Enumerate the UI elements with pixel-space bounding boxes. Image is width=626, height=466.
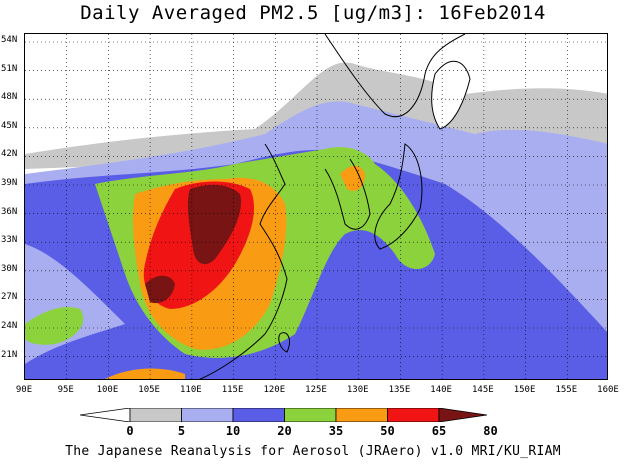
colorbar-segment bbox=[181, 408, 234, 422]
darkred-zone bbox=[187, 184, 241, 265]
longitude-label: 105E bbox=[138, 385, 160, 395]
colorbar-tick-label: 0 bbox=[126, 424, 134, 438]
latitude-label: 21N bbox=[1, 349, 18, 360]
longitude-label: 160E bbox=[597, 385, 619, 395]
longitude-label: 155E bbox=[555, 385, 578, 395]
colorbar-segment bbox=[335, 408, 388, 422]
colorbar-segment bbox=[387, 408, 440, 422]
orange-zone-south bbox=[105, 368, 185, 379]
colorbar-segment bbox=[129, 408, 182, 422]
colorbar-segment bbox=[284, 408, 337, 422]
map-title: Daily Averaged PM2.5 [ug/m3]: 16Feb2014 bbox=[80, 2, 546, 24]
coastline-taiwan bbox=[278, 332, 290, 353]
latitude-label: 54N bbox=[1, 35, 18, 45]
coastline-hokkaido bbox=[431, 61, 471, 130]
coastline-china bbox=[198, 143, 288, 379]
map-canvas bbox=[25, 34, 607, 379]
colorbar-arrow-low bbox=[80, 408, 131, 422]
longitude-label: 120E bbox=[263, 385, 286, 395]
latitude-label: 24N bbox=[1, 321, 18, 331]
longitude-label: 100E bbox=[96, 385, 119, 395]
latitude-label: 39N bbox=[1, 178, 18, 188]
latitude-label: 45N bbox=[1, 120, 18, 131]
longitude-label: 130E bbox=[346, 385, 369, 395]
colorbar-tick-label: 80 bbox=[483, 424, 498, 438]
green-zone-west bbox=[25, 307, 84, 345]
latitude-label: 30N bbox=[1, 263, 18, 274]
colorbar-tick-label: 35 bbox=[328, 424, 344, 438]
gray-zone bbox=[25, 62, 607, 263]
longitude-label: 125E bbox=[305, 385, 327, 395]
longitude-label: 140E bbox=[430, 385, 452, 395]
colorbar-tick-label: 10 bbox=[225, 424, 241, 438]
latitude-label: 27N bbox=[1, 292, 18, 303]
colorbar bbox=[80, 408, 488, 422]
coastline-russia bbox=[324, 34, 466, 117]
longitude-label: 115E bbox=[221, 385, 244, 395]
colorbar-tick-label: 50 bbox=[380, 424, 395, 438]
darkred-zone-2 bbox=[145, 275, 175, 304]
latitude-label: 48N bbox=[1, 92, 18, 103]
longitude-label: 135E bbox=[388, 385, 411, 395]
longitude-label: 145E bbox=[472, 385, 494, 395]
longitude-label: 90E bbox=[15, 385, 33, 395]
orange-zone-korea bbox=[340, 165, 365, 191]
grid-lines bbox=[25, 34, 607, 379]
longitude-label: 110E bbox=[180, 385, 202, 395]
latitude-label: 36N bbox=[1, 206, 18, 217]
colorbar-tick-label: 5 bbox=[177, 424, 186, 438]
longitude-label: 95E bbox=[57, 385, 74, 395]
colorbar-tick-label: 20 bbox=[277, 424, 292, 438]
latitude-label: 42N bbox=[1, 149, 18, 160]
credit-line: The Japanese Reanalysis for Aerosol (JRA… bbox=[65, 444, 561, 459]
latitude-label: 51N bbox=[1, 63, 18, 74]
colorbar-segment bbox=[232, 408, 285, 422]
longitude-label: 150E bbox=[513, 385, 536, 395]
colorbar-arrow-high bbox=[438, 408, 488, 422]
colorbar-tick-label: 65 bbox=[431, 424, 447, 438]
latitude-label: 33N bbox=[1, 235, 18, 246]
pm25-map bbox=[24, 33, 608, 380]
coastline-japan bbox=[374, 143, 423, 250]
coastline-korea bbox=[324, 158, 371, 230]
